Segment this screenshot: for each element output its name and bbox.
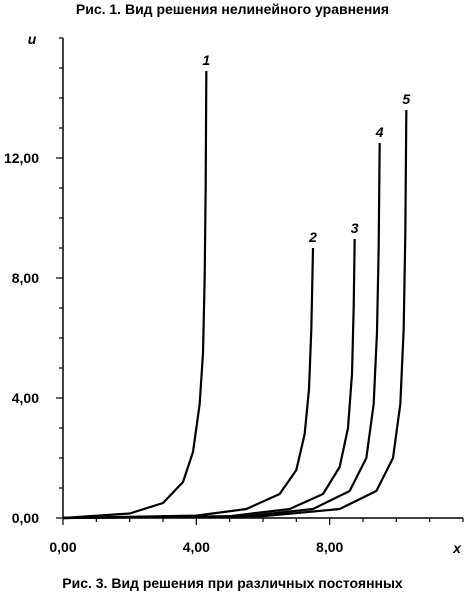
x-tick-label: 4,00 <box>183 539 210 555</box>
figure-top-caption: Рис. 1. Вид решения нелинейного уравнени… <box>75 1 390 17</box>
y-tick-label: 12,00 <box>4 150 39 166</box>
series-line-4 <box>62 142 381 520</box>
series-line-5 <box>62 109 408 520</box>
chart-axes <box>62 38 463 519</box>
series-label-3: 3 <box>351 220 359 236</box>
figure-bottom-caption: Рис. 3. Вид решения при различных постоя… <box>62 575 403 591</box>
y-tick-label: 8,00 <box>12 270 39 286</box>
series-line-2 <box>62 247 315 520</box>
y-axis-label: u <box>28 31 37 47</box>
x-tick-label: 8,00 <box>316 539 343 555</box>
x-tick-label: 0,00 <box>49 539 76 555</box>
series-line-1 <box>62 70 208 520</box>
series-label-2: 2 <box>308 229 317 245</box>
x-axis-label: x <box>452 540 462 556</box>
series-label-1: 1 <box>202 52 210 68</box>
series-label-5: 5 <box>402 91 410 107</box>
series-label-4: 4 <box>375 124 384 140</box>
y-tick-label: 4,00 <box>12 390 39 406</box>
series-line-3 <box>62 238 356 520</box>
y-tick-label: 0,00 <box>12 510 39 526</box>
chart-labels: 0,00 4,00 8,00 12,00 0,00 4,00 8,00 u x 1 2 3 4 5 <box>4 31 462 556</box>
chart-curves <box>62 70 408 520</box>
chart-ticks <box>56 37 464 525</box>
